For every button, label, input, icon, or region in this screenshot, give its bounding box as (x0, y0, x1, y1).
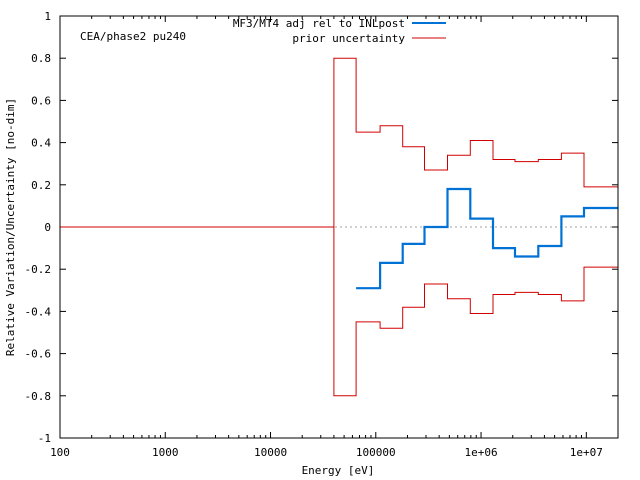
x-axis-label: Energy [eV] (302, 464, 375, 477)
legend-label-prior-uncertainty: prior uncertainty (292, 32, 405, 45)
x-tick-label: 1e+06 (464, 446, 497, 459)
y-tick-label: 0 (44, 221, 51, 234)
y-tick-label: 0.2 (31, 179, 51, 192)
y-tick-label: 0.4 (31, 137, 51, 150)
series-group (60, 57, 618, 397)
x-tick-label: 1000 (152, 446, 179, 459)
legend: MF3/MT4 adj rel to INLpost prior uncerta… (233, 17, 446, 45)
y-tick-label: -0.8 (25, 390, 52, 403)
legend-label-adjustment: MF3/MT4 adj rel to INLpost (233, 17, 405, 30)
prior-uncertainty-lower-line (60, 226, 618, 397)
x-tick-label: 1e+07 (570, 446, 603, 459)
plot-frame (59, 15, 619, 439)
prior-uncertainty-upper-line (60, 57, 618, 228)
adjustment-series-line (356, 187, 618, 290)
y-tick-label: 1 (44, 10, 51, 23)
y-tick-label: 0.6 (31, 94, 51, 107)
chart-annotation: CEA/phase2 pu240 (80, 30, 186, 43)
x-axis-ticks: 100 1000 10000 100000 1e+06 1e+07 (50, 16, 603, 459)
y-tick-label: -0.2 (25, 263, 52, 276)
x-tick-label: 10000 (254, 446, 287, 459)
y-axis-label: Relative Variation/Uncertainty [no-dim] (4, 98, 17, 356)
y-tick-label: 0.8 (31, 52, 51, 65)
y-axis-ticks: 1 0.8 0.6 0.4 0.2 0 -0.2 -0.4 -0.6 -0.8 -1 (25, 10, 618, 445)
y-tick-label: -0.6 (25, 348, 52, 361)
x-tick-label: 100000 (356, 446, 396, 459)
x-tick-label: 100 (50, 446, 70, 459)
y-tick-label: -0.4 (25, 305, 52, 318)
y-tick-label: -1 (38, 432, 51, 445)
